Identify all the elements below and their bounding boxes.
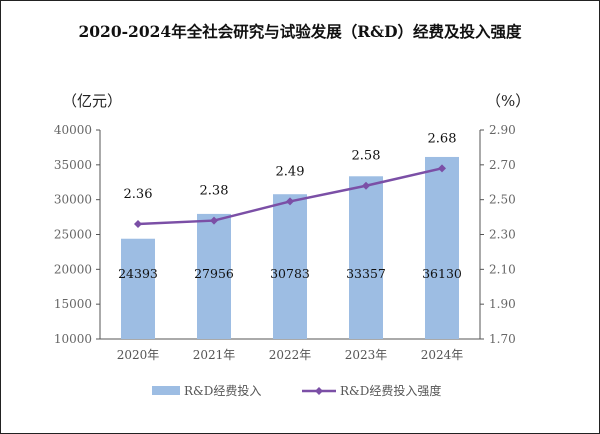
right-axis-tick-label: 1.70 — [489, 332, 516, 346]
x-axis-tick-label: 2020年 — [117, 348, 160, 362]
right-axis-tick-label: 2.50 — [489, 193, 516, 207]
left-axis-tick-label: 25000 — [54, 228, 92, 242]
right-axis-tick-label: 2.90 — [489, 123, 516, 137]
left-axis-tick-label: 10000 — [54, 332, 92, 346]
bar-2023年 — [349, 176, 383, 339]
legend-label-bar: R&D经费投入 — [184, 383, 261, 398]
left-axis-unit: （亿元） — [62, 92, 123, 110]
bar-2024年 — [425, 156, 459, 339]
right-axis-tick-label: 2.70 — [489, 158, 516, 172]
bar-2022年 — [273, 194, 307, 339]
line-marker — [210, 216, 218, 225]
left-axis-tick-label: 40000 — [54, 123, 92, 137]
legend-label-line: R&D经费投入强度 — [340, 383, 441, 398]
right-axis-unit: （%） — [486, 92, 531, 110]
bar-data-label: 33357 — [346, 266, 386, 281]
bar-data-label: 27956 — [194, 266, 234, 281]
left-axis-tick-label: 30000 — [54, 193, 92, 207]
line-data-label: 2.68 — [428, 131, 457, 146]
line-marker — [286, 197, 294, 206]
bar-data-label: 24393 — [118, 266, 158, 281]
line-data-label: 2.38 — [200, 184, 229, 199]
line-data-label: 2.58 — [352, 149, 381, 164]
line-data-label: 2.49 — [276, 164, 305, 179]
line-marker — [438, 164, 446, 173]
bar-data-label: 30783 — [270, 266, 310, 281]
right-axis-tick-label: 1.90 — [489, 297, 516, 311]
left-axis-tick-label: 15000 — [54, 297, 92, 311]
bar-2021年 — [197, 213, 231, 339]
left-axis-tick-label: 35000 — [54, 158, 92, 172]
x-axis-tick-label: 2022年 — [269, 348, 312, 362]
bar-2020年 — [121, 238, 155, 339]
right-axis-tick-label: 2.30 — [489, 228, 516, 242]
bar-data-label: 36130 — [422, 266, 462, 281]
x-axis-tick-label: 2023年 — [345, 348, 388, 362]
x-axis-tick-label: 2021年 — [193, 348, 236, 362]
line-marker — [362, 181, 370, 190]
legend-swatch-bar — [152, 386, 180, 395]
legend-marker-line — [315, 387, 323, 395]
line-data-label: 2.36 — [124, 187, 153, 202]
x-axis-tick-label: 2024年 — [421, 348, 464, 362]
chart-title: 2020-2024年全社会研究与试验发展（R&D）经费及投入强度 — [78, 22, 522, 41]
left-axis-tick-label: 20000 — [54, 262, 92, 276]
right-axis-tick-label: 2.10 — [489, 262, 516, 276]
line-marker — [134, 220, 142, 229]
